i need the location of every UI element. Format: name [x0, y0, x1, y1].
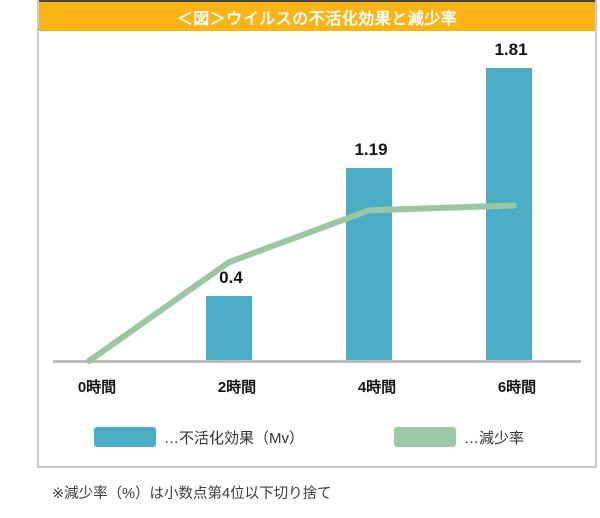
- line-legend-swatch-icon: [394, 427, 456, 447]
- x-axis-label-4時間: 4時間: [357, 379, 397, 396]
- bar-legend-swatch-icon: [94, 427, 156, 447]
- x-axis-line: [53, 360, 581, 363]
- chart-title-band: ＜図＞ウイルスの不活化効果と減少率: [39, 0, 595, 31]
- reduction-rate-line: [86, 202, 517, 364]
- footnote: ※減少率（%）は小数点第4位以下切り捨て: [52, 486, 332, 502]
- line-legend-label: …減少率: [464, 429, 525, 447]
- x-axis-label-2時間: 2時間: [217, 379, 257, 396]
- bar-4時間: [346, 168, 392, 361]
- bar-legend-label: …不活化効果（Mv）: [164, 429, 304, 447]
- bar-6時間: [486, 68, 532, 361]
- plot-area: 0.4 1.19 1.81 0時間 2時間 4時間 6時間: [39, 31, 595, 411]
- bar-value-label: 1.19: [354, 140, 388, 159]
- bar-value-label: 0.4: [219, 268, 243, 287]
- legend-item-reduction-rate: …減少率: [394, 427, 524, 448]
- x-axis-label-6時間: 6時間: [497, 379, 537, 396]
- bar-value-label: 1.81: [494, 40, 528, 59]
- chart-figure: ＜図＞ウイルスの不活化効果と減少率 0.4 1.19 1.81 0時間 2時間 4時間 6…: [37, 0, 597, 468]
- legend-item-inactivation: …不活化効果（Mv）: [94, 427, 304, 448]
- x-axis-label-0時間: 0時間: [77, 379, 117, 396]
- bar-2時間: [206, 296, 252, 361]
- legend: …不活化効果（Mv） …減少率: [39, 411, 595, 463]
- chart-title: ＜図＞ウイルスの不活化効果と減少率: [176, 10, 458, 28]
